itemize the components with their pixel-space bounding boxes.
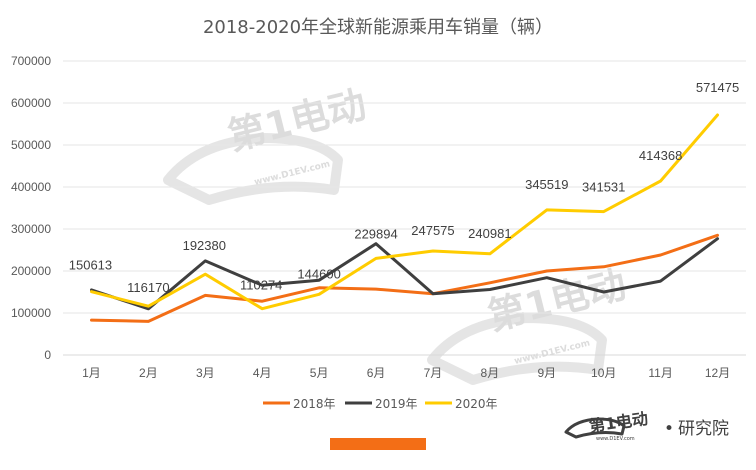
gridlines [63,60,746,356]
data-label: 192380 [183,238,226,253]
brand-name: 研究院 [678,419,729,439]
x-tick-label: 4月 [253,366,272,380]
brand-car-icon [564,417,626,439]
watermark-top-text: 第1电动 [224,82,371,159]
brand-logo-url: www.D1EV.com [596,436,635,442]
data-label: 571475 [696,80,739,95]
x-tick-label: 5月 [310,366,329,380]
x-tick-label: 7月 [424,366,443,380]
data-label: 247575 [411,223,454,238]
data-label: 229894 [354,226,397,241]
x-tick-label: 8月 [481,366,500,380]
data-label: 116170 [127,280,169,295]
y-axis: 0 100000 200000 300000 400000 500000 600000 700… [11,54,51,362]
x-tick-label: 1月 [82,366,101,380]
data-label: 341531 [582,180,625,195]
x-tick-label: 6月 [367,366,386,380]
brand-separator: • [664,419,674,439]
legend-label: 2019年 [375,397,418,411]
x-tick-label: 9月 [537,366,556,380]
chart-title: 2018-2020年全球新能源乘用车销量（辆） [203,17,553,38]
legend-label: 2018年 [293,397,336,411]
series-lines [90,113,719,323]
data-label: 150613 [69,258,112,273]
data-label: 110274 [240,278,282,293]
data-label: 414368 [639,148,682,163]
x-tick-label: 12月 [705,366,730,380]
y-tick-label: 200000 [11,264,51,278]
x-tick-label: 3月 [196,366,215,380]
brand-logo-text: 第1电动 [588,409,649,436]
watermark-bottom-text: 第1电动 [484,262,631,339]
data-label: 345519 [525,177,568,192]
series-line-2020年 [90,113,719,311]
y-tick-label: 100000 [11,306,51,320]
x-axis: 1月 2月 3月 4月 5月 6月 7月 8月 9月 10月 11月 12月 [82,366,730,380]
x-tick-label: 10月 [591,366,616,380]
x-tick-label: 2月 [139,366,158,380]
x-tick-label: 11月 [648,366,672,380]
data-labels: 150613 116170 192380 110274 144600 229894 2475… [69,80,739,295]
data-label: 240981 [468,226,511,241]
y-tick-label: 500000 [11,138,51,152]
y-tick-label: 700000 [11,54,51,68]
series-line-2018年 [90,233,719,323]
brand-logo: 第1电动 www.D1EV.com • 研究院 [564,409,729,442]
legend: 2018年 2019年 2020年 [263,397,498,411]
y-tick-label: 400000 [11,180,51,194]
accent-bar [330,438,426,450]
y-tick-label: 600000 [11,96,51,110]
data-label: 144600 [297,266,340,281]
series-line-2019年 [90,237,719,311]
watermark-top: 第1电动 www.D1EV.com [163,82,371,205]
y-tick-label: 0 [44,348,51,362]
legend-label: 2020年 [455,397,498,411]
y-tick-label: 300000 [11,222,51,236]
